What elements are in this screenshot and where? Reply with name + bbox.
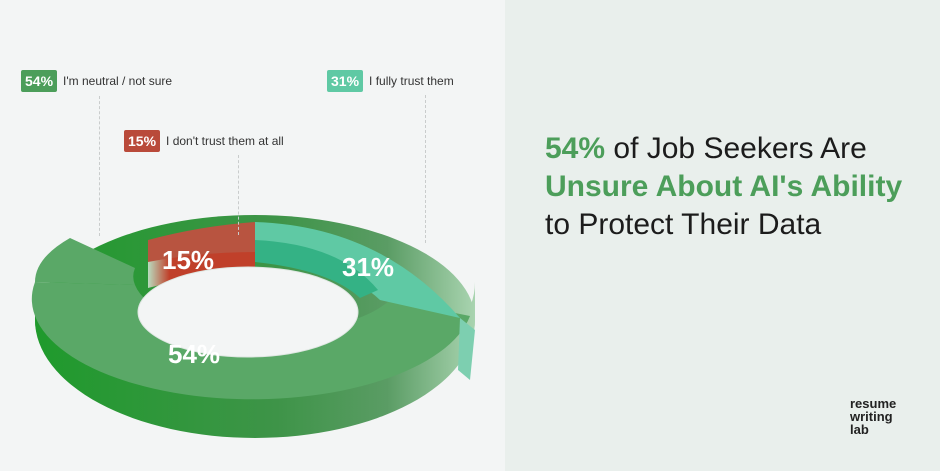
leader-line-distrust (238, 155, 239, 235)
logo-line-3: lab (850, 422, 869, 437)
legend-item-distrust: 15% I don't trust them at all (124, 130, 284, 152)
leader-line-neutral (99, 96, 100, 236)
legend-item-trust: 31% I fully trust them (327, 70, 454, 92)
logo-line-1: resume (850, 396, 897, 411)
legend-badge: 31% (327, 70, 364, 92)
legend-badge: 54% (21, 70, 58, 92)
headline-text-end: to Protect Their Data (545, 208, 822, 241)
slice-label-distrust: 15% (162, 245, 214, 275)
legend-badge: 15% (124, 130, 161, 152)
headline-panel (505, 0, 940, 471)
slice-label-trust: 31% (342, 252, 394, 282)
logo-line-2: writing (850, 409, 893, 424)
slice-label-neutral: 54% (168, 339, 220, 369)
donut-chart: 15% 31% 54% (31, 215, 475, 438)
legend-item-neutral: 54% I'm neutral / not sure (21, 70, 172, 92)
legend-label: I'm neutral / not sure (63, 74, 173, 88)
headline: 54% of Job Seekers Are Unsure About AI's… (545, 130, 915, 244)
legend-label: I don't trust them at all (166, 134, 284, 148)
headline-highlight-phrase: Unsure About AI's Ability (545, 170, 903, 203)
headline-highlight-percent: 54% (545, 132, 606, 165)
brand-logo: resume writing lab (850, 397, 896, 436)
leader-line-trust (425, 95, 426, 243)
headline-text: of Job Seekers Are (605, 132, 867, 165)
legend-label: I fully trust them (369, 74, 454, 88)
